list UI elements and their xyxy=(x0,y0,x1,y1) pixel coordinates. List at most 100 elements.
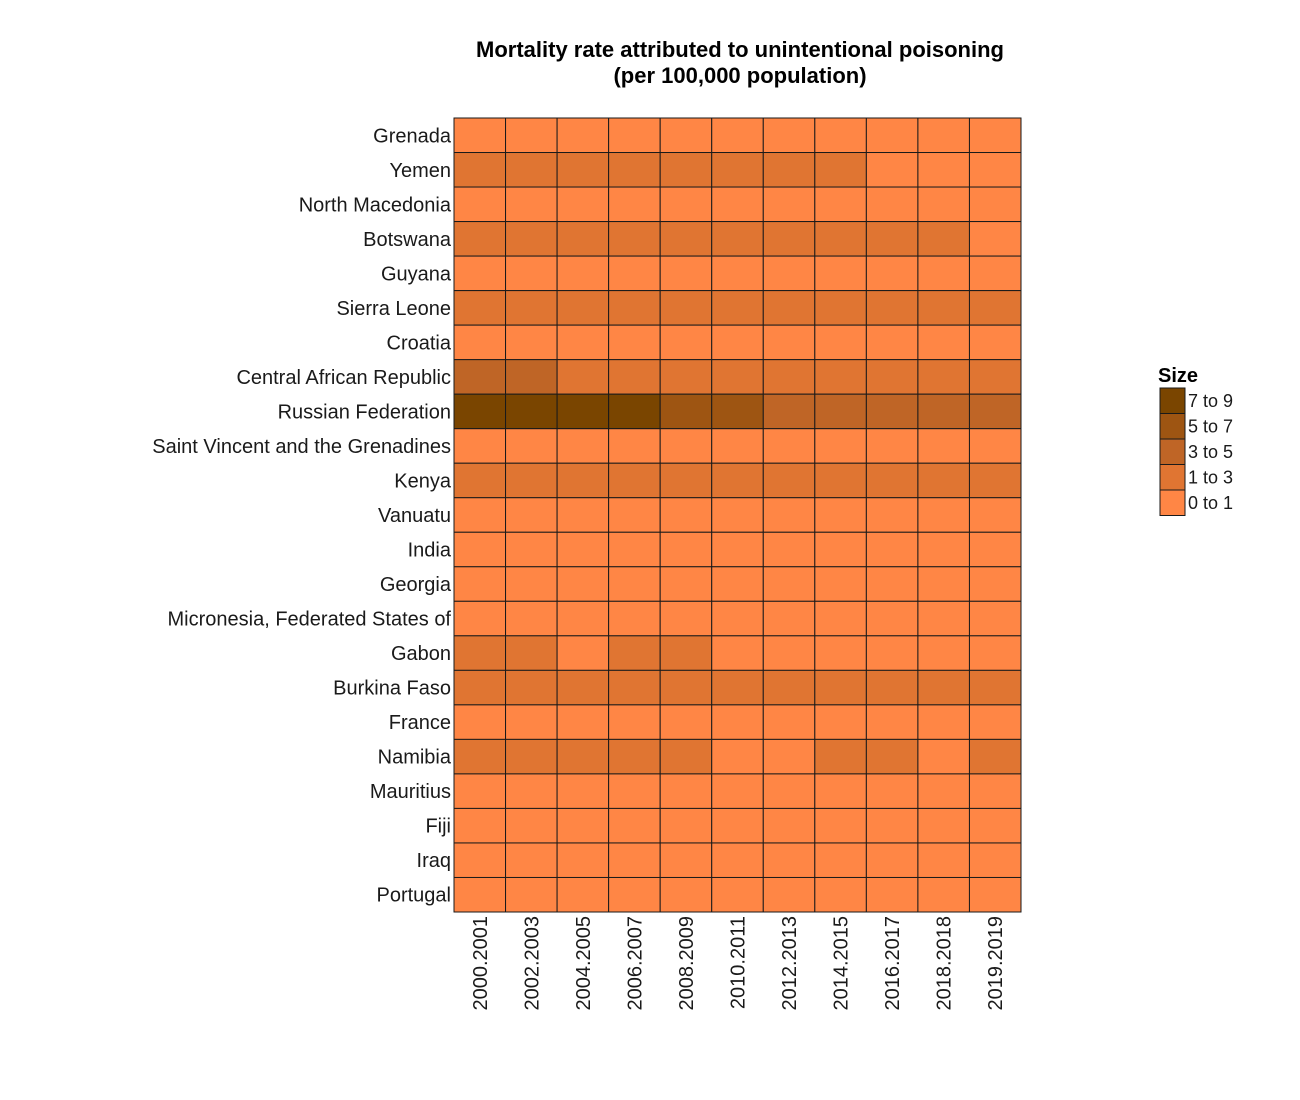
heatmap-cell xyxy=(608,807,661,844)
heatmap-cell xyxy=(608,600,661,637)
heatmap-cell xyxy=(917,221,970,257)
y-tick-label: Saint Vincent and the Grenadines xyxy=(152,436,451,458)
heatmap-cell xyxy=(659,221,713,257)
legend-label: 0 to 1 xyxy=(1188,493,1233,513)
heatmap-cell xyxy=(865,566,919,602)
heatmap-cell xyxy=(917,290,970,326)
heatmap-cell xyxy=(968,842,1022,878)
heatmap-cell xyxy=(453,324,507,361)
heatmap-cell xyxy=(968,117,1022,154)
heatmap-cell xyxy=(711,393,764,430)
heatmap-cell xyxy=(814,773,867,809)
heatmap-cell xyxy=(608,462,661,499)
heatmap-cell xyxy=(453,876,507,913)
heatmap-cell xyxy=(762,117,816,154)
heatmap-cell xyxy=(865,117,919,154)
heatmap-cell xyxy=(556,600,610,637)
heatmap-cell xyxy=(453,393,507,430)
x-axis-tick-labels: 2000.2001 2002.2003 2004.2005 2006.2007 2008… xyxy=(470,916,1007,1011)
heatmap-cell xyxy=(453,738,507,775)
heatmap-cell xyxy=(608,324,661,361)
heatmap-cell xyxy=(711,324,764,361)
heatmap-cell xyxy=(917,497,970,533)
heatmap-cell xyxy=(659,428,713,464)
heatmap-cell xyxy=(505,876,558,913)
heatmap-cell xyxy=(659,704,713,740)
heatmap-cell xyxy=(865,359,919,395)
heatmap-cell xyxy=(556,738,610,775)
legend-label: 1 to 3 xyxy=(1188,467,1233,487)
heatmap-cell xyxy=(814,290,867,326)
heatmap-cell xyxy=(814,876,867,913)
heatmap-cell xyxy=(968,255,1022,292)
heatmap-cell xyxy=(453,428,507,464)
heatmap-cell xyxy=(659,738,713,775)
heatmap-cell xyxy=(659,876,713,913)
heatmap-cell xyxy=(608,773,661,809)
heatmap-cell xyxy=(608,876,661,913)
heatmap-cell xyxy=(968,738,1022,775)
heatmap-cell xyxy=(556,566,610,602)
y-tick-label: Sierra Leone xyxy=(336,298,451,320)
legend-swatch xyxy=(1159,464,1186,491)
heatmap-cell xyxy=(608,221,661,257)
heatmap-cell xyxy=(814,531,867,568)
heatmap-cell xyxy=(865,428,919,464)
heatmap-cell xyxy=(505,221,558,257)
heatmap-cell xyxy=(814,255,867,292)
heatmap-cell xyxy=(608,290,661,326)
heatmap-cell xyxy=(556,186,610,223)
heatmap-cell xyxy=(762,773,816,809)
heatmap-cell xyxy=(814,807,867,844)
heatmap-cell xyxy=(556,359,610,395)
heatmap-cell xyxy=(917,393,970,430)
heatmap-cell xyxy=(711,807,764,844)
heatmap-cell xyxy=(608,359,661,395)
heatmap-cell xyxy=(814,635,867,671)
legend-swatch xyxy=(1159,413,1186,440)
heatmap-cell xyxy=(917,255,970,292)
heatmap-cell xyxy=(608,566,661,602)
heatmap-cells xyxy=(453,117,1022,913)
heatmap-cell xyxy=(865,842,919,878)
y-tick-label: Vanuatu xyxy=(378,505,451,527)
heatmap-cell xyxy=(711,255,764,292)
heatmap-cell xyxy=(762,807,816,844)
heatmap-cell xyxy=(453,566,507,602)
heatmap-cell xyxy=(505,669,558,706)
heatmap-cell xyxy=(556,807,610,844)
y-tick-label: Gabon xyxy=(391,643,451,665)
heatmap-cell xyxy=(711,773,764,809)
heatmap-cell xyxy=(762,359,816,395)
heatmap-cell xyxy=(659,117,713,154)
heatmap-cell xyxy=(453,669,507,706)
heatmap-cell xyxy=(968,600,1022,637)
heatmap-cell xyxy=(814,393,867,430)
heatmap-cell xyxy=(917,876,970,913)
legend-items: 7 to 9 5 to 7 3 to 5 1 to 3 0 to 1 xyxy=(1159,387,1233,516)
heatmap-cell xyxy=(453,531,507,568)
heatmap-cell xyxy=(762,669,816,706)
heatmap-cell xyxy=(505,117,558,154)
x-tick-label: 2006.2007 xyxy=(624,916,646,1011)
heatmap-cell xyxy=(814,600,867,637)
heatmap-cell xyxy=(659,669,713,706)
heatmap-cell xyxy=(814,359,867,395)
heatmap-cell xyxy=(917,566,970,602)
heatmap-cell xyxy=(505,531,558,568)
heatmap-cell xyxy=(556,152,610,188)
legend-swatch xyxy=(1159,387,1186,414)
heatmap-cell xyxy=(711,738,764,775)
heatmap-cell xyxy=(762,428,816,464)
heatmap-cell xyxy=(968,324,1022,361)
heatmap-cell xyxy=(917,462,970,499)
heatmap-cell xyxy=(865,669,919,706)
heatmap-cell xyxy=(608,255,661,292)
heatmap-cell xyxy=(865,531,919,568)
heatmap-cell xyxy=(968,807,1022,844)
heatmap-cell xyxy=(917,359,970,395)
y-tick-label: Fiji xyxy=(425,816,451,838)
heatmap-cell xyxy=(762,566,816,602)
y-tick-label: Namibia xyxy=(378,747,452,769)
heatmap-cell xyxy=(453,290,507,326)
